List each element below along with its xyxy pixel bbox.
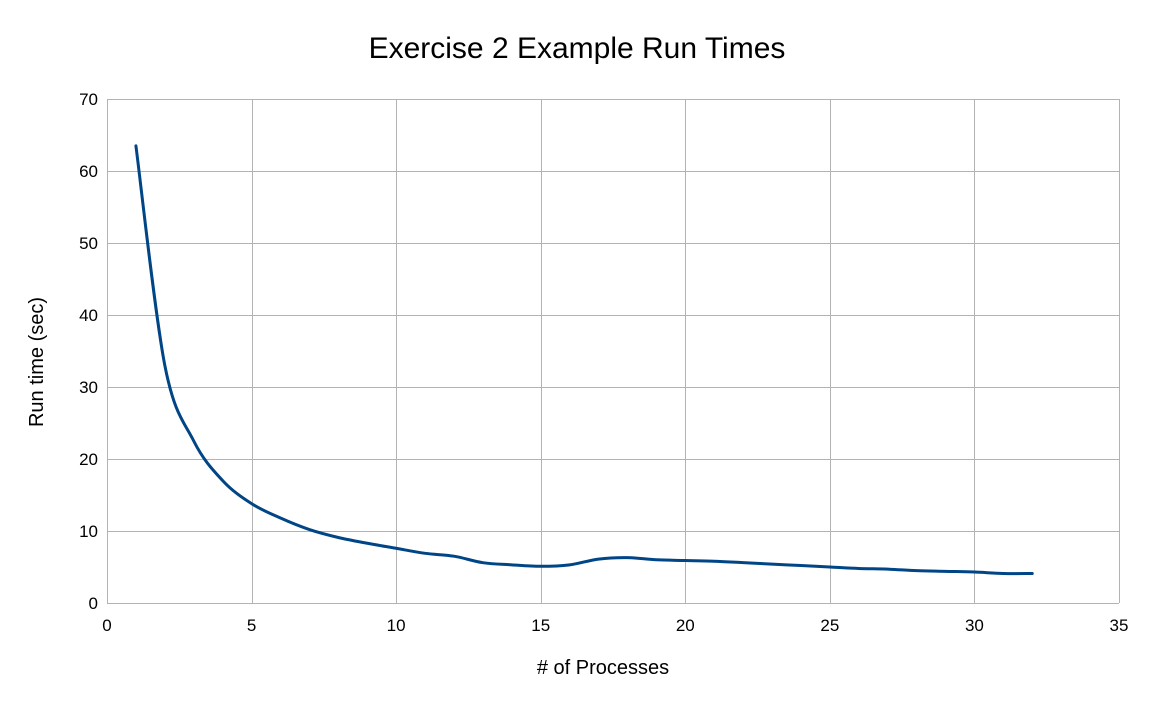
x-tick-label: 15: [531, 616, 550, 635]
y-tick-label: 20: [79, 450, 98, 469]
y-tick-label: 10: [79, 522, 98, 541]
y-tick-label: 50: [79, 234, 98, 253]
x-tick-label: 25: [820, 616, 839, 635]
tick-labels: 0 10 20 30 40 50 60 70 0 5 10 15 20 25 30 35: [79, 90, 1128, 635]
y-tick-label: 70: [79, 90, 98, 109]
chart-title: Exercise 2 Example Run Times: [369, 32, 786, 65]
grid: [107, 99, 1120, 604]
x-tick-label: 10: [387, 616, 406, 635]
x-tick-label: 0: [102, 616, 111, 635]
series-layer: [134, 144, 1034, 576]
y-tick-label: 40: [79, 306, 98, 325]
y-tick-label: 0: [89, 594, 98, 613]
x-tick-label: 35: [1110, 616, 1129, 635]
x-axis-label: # of Processes: [537, 657, 669, 679]
series-line: [134, 144, 1034, 576]
y-tick-label: 30: [79, 378, 98, 397]
y-axis-label: Run time (sec): [26, 297, 48, 427]
x-tick-label: 20: [676, 616, 695, 635]
x-tick-label: 30: [965, 616, 984, 635]
y-tick-label: 60: [79, 162, 98, 181]
x-tick-label: 5: [247, 616, 256, 635]
